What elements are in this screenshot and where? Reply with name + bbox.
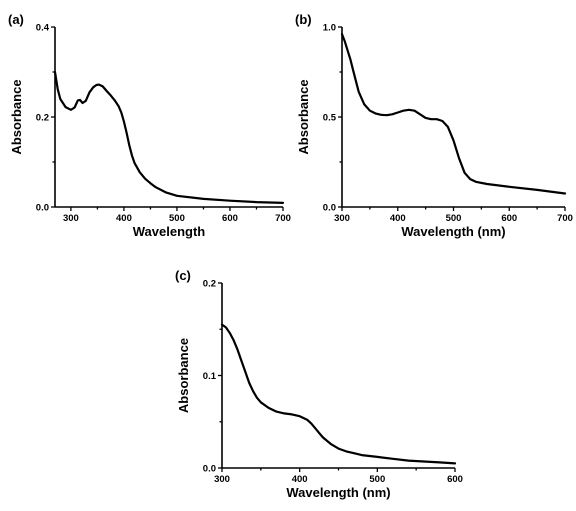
absorbance-curve (340, 33, 567, 195)
y-axis-title: Absorbance (9, 79, 24, 154)
x-tick-label: 600 (501, 213, 517, 224)
y-tick-label: 0.0 (203, 464, 216, 475)
y-tick-label: 1.0 (323, 23, 336, 34)
panel-label: (c) (175, 268, 191, 283)
x-tick-label: 400 (390, 213, 406, 224)
absorbance-curve (53, 70, 285, 204)
y-tick-label: 0.0 (36, 203, 49, 214)
y-axis-title: Absorbance (296, 79, 311, 154)
y-tick-label: 0.2 (36, 113, 49, 124)
panel-label: (a) (8, 12, 24, 27)
y-axis-title: Absorbance (176, 338, 191, 413)
x-axis-title: Wavelength (nm) (401, 224, 505, 239)
x-tick-label: 500 (369, 474, 385, 485)
absorbance-curve (220, 323, 457, 465)
y-tick-label: 0.2 (203, 279, 216, 290)
y-tick-label: 0.5 (323, 113, 337, 124)
x-axis-title: Wavelength (133, 224, 206, 239)
x-tick-label: 500 (169, 213, 185, 224)
x-tick-label: 300 (214, 474, 230, 485)
panel-label: (b) (295, 12, 312, 27)
panel-b: 300 400 500 600 700 0.0 0.5 1.0 (b) Wavelength (n… (295, 12, 573, 239)
x-tick-label: 400 (116, 213, 132, 224)
panel-a: 300 400 500 600 700 0.0 0.2 0.4 (a) Wavelength Abs… (8, 12, 291, 239)
panel-c: 300 400 500 600 0.0 0.1 0.2 (c) Wavelength (nm) A… (175, 268, 463, 500)
x-axis-title: Wavelength (nm) (286, 485, 390, 500)
x-tick-label: 300 (63, 213, 79, 224)
y-tick-label: 0.4 (36, 23, 50, 34)
x-tick-label: 700 (275, 213, 291, 224)
x-tick-label: 400 (292, 474, 308, 485)
x-tick-label: 500 (446, 213, 462, 224)
y-tick-label: 0.1 (203, 371, 217, 382)
x-tick-label: 300 (334, 213, 350, 224)
x-tick-label: 600 (222, 213, 238, 224)
x-tick-label: 600 (447, 474, 463, 485)
y-tick-label: 0.0 (323, 203, 336, 214)
x-tick-label: 700 (557, 213, 573, 224)
